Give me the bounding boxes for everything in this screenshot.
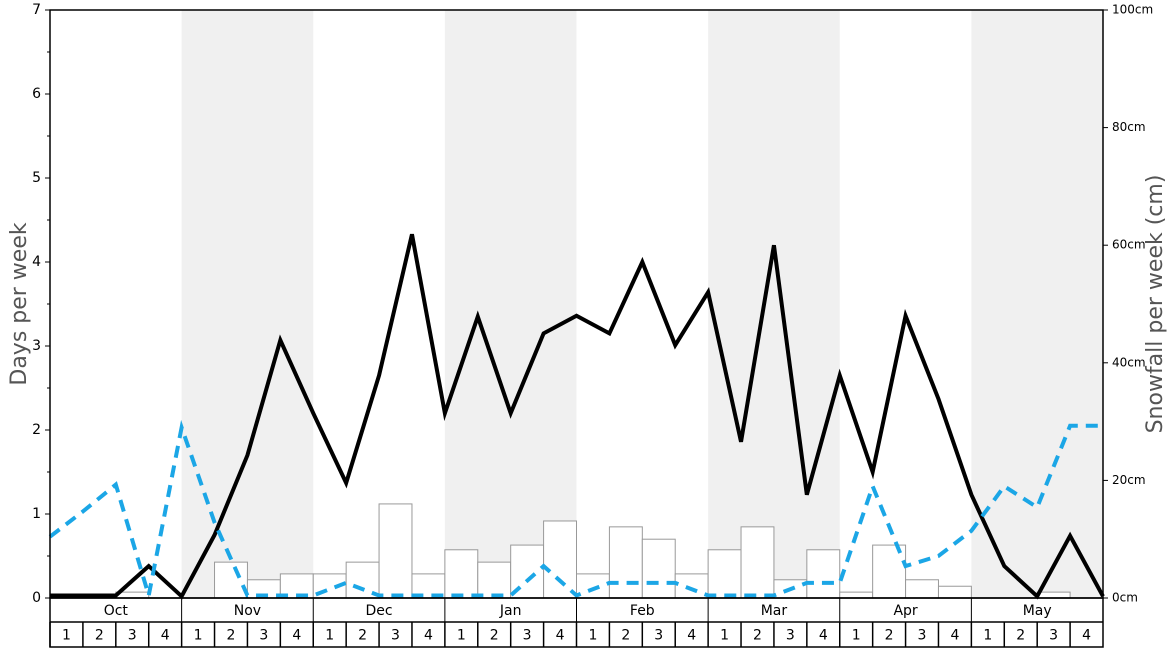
week-label: 3 (1049, 628, 1058, 644)
month-label: Jan (499, 603, 522, 619)
week-label: 3 (128, 628, 137, 644)
line (50, 233, 1105, 600)
bar (608, 526, 643, 599)
y-tick-label: 6 (32, 86, 41, 102)
background (181, 10, 1103, 598)
week-label: 4 (424, 628, 433, 644)
week-label: 2 (227, 628, 236, 644)
month-shade (181, 10, 314, 598)
bar (444, 549, 479, 599)
y-tick-label: 1 (32, 506, 41, 522)
y-tick-label: 7 (32, 2, 41, 18)
week-label: 2 (490, 628, 499, 644)
month-label: Dec (366, 603, 393, 619)
week-label: 2 (358, 628, 367, 644)
month-shade (708, 10, 840, 598)
week-label: 4 (556, 628, 565, 644)
week-label: 4 (950, 628, 959, 644)
y2-axis-title: Snowfall per week (cm) (1143, 175, 1168, 434)
dashed-line (48, 419, 1103, 598)
week-label: 4 (819, 628, 828, 644)
y-tick-label: 0 (32, 590, 41, 606)
week-label: 4 (292, 628, 301, 644)
week-label: 1 (325, 628, 334, 644)
week-label: 1 (852, 628, 861, 644)
week-label: 3 (654, 628, 663, 644)
bar (674, 573, 709, 599)
week-label: 2 (1016, 628, 1025, 644)
bar (214, 561, 248, 599)
bar (839, 591, 874, 599)
y2-tick-label: 0cm (1112, 591, 1138, 605)
month-shade (971, 10, 1103, 598)
week-label: 3 (786, 628, 795, 644)
y2-tick-label: 60cm (1112, 238, 1146, 252)
week-label: 1 (457, 628, 466, 644)
y2-tick-label: 80cm (1112, 120, 1146, 134)
y2-tick-label: 40cm (1112, 355, 1146, 369)
week-label: 1 (588, 628, 597, 644)
bar (905, 579, 939, 599)
month-label: Mar (761, 603, 788, 619)
week-label: 3 (918, 628, 927, 644)
y2-tick-label: 100cm (1112, 3, 1153, 17)
bar (872, 544, 907, 599)
bar (1036, 591, 1071, 599)
bar (806, 549, 841, 599)
month-label: Feb (630, 603, 655, 619)
month-label: Oct (104, 603, 129, 619)
week-label: 2 (885, 628, 894, 644)
bar (576, 573, 610, 599)
week-label: 4 (161, 628, 170, 644)
y-tick-label: 5 (32, 170, 41, 186)
y-axis-title: Days per week (7, 222, 32, 385)
week-label: 2 (621, 628, 630, 644)
axes: Oct Nov Dec Jan Feb Mar Apr May 1 2 3 4 1 2 3 4 1 2 3 4 1 2 3 4… (32, 2, 1153, 648)
plot (48, 233, 1105, 600)
y-tick-label: 2 (32, 422, 41, 438)
month-label: Apr (893, 603, 917, 619)
week-label: 2 (753, 628, 762, 644)
week-label: 3 (259, 628, 268, 644)
y-tick-label: 4 (32, 254, 41, 270)
bar (740, 526, 775, 599)
week-label: 1 (62, 628, 71, 644)
bar (707, 549, 742, 599)
y-tick-label: 3 (32, 338, 41, 354)
week-label: 3 (523, 628, 532, 644)
week-label: 4 (1082, 628, 1091, 644)
week-label: 4 (687, 628, 696, 644)
week-label: 2 (95, 628, 104, 644)
week-label: 1 (983, 628, 992, 644)
bar (937, 585, 972, 599)
month-label: May (1023, 603, 1052, 619)
bar (543, 520, 577, 599)
y2-tick-label: 20cm (1112, 473, 1146, 487)
bar (477, 561, 512, 599)
month-label: Nov (234, 603, 261, 619)
week-label: 1 (194, 628, 203, 644)
week-label: 1 (720, 628, 729, 644)
month-shade (444, 10, 577, 598)
week-label: 3 (391, 628, 400, 644)
bar (641, 538, 676, 599)
bar (378, 503, 413, 599)
